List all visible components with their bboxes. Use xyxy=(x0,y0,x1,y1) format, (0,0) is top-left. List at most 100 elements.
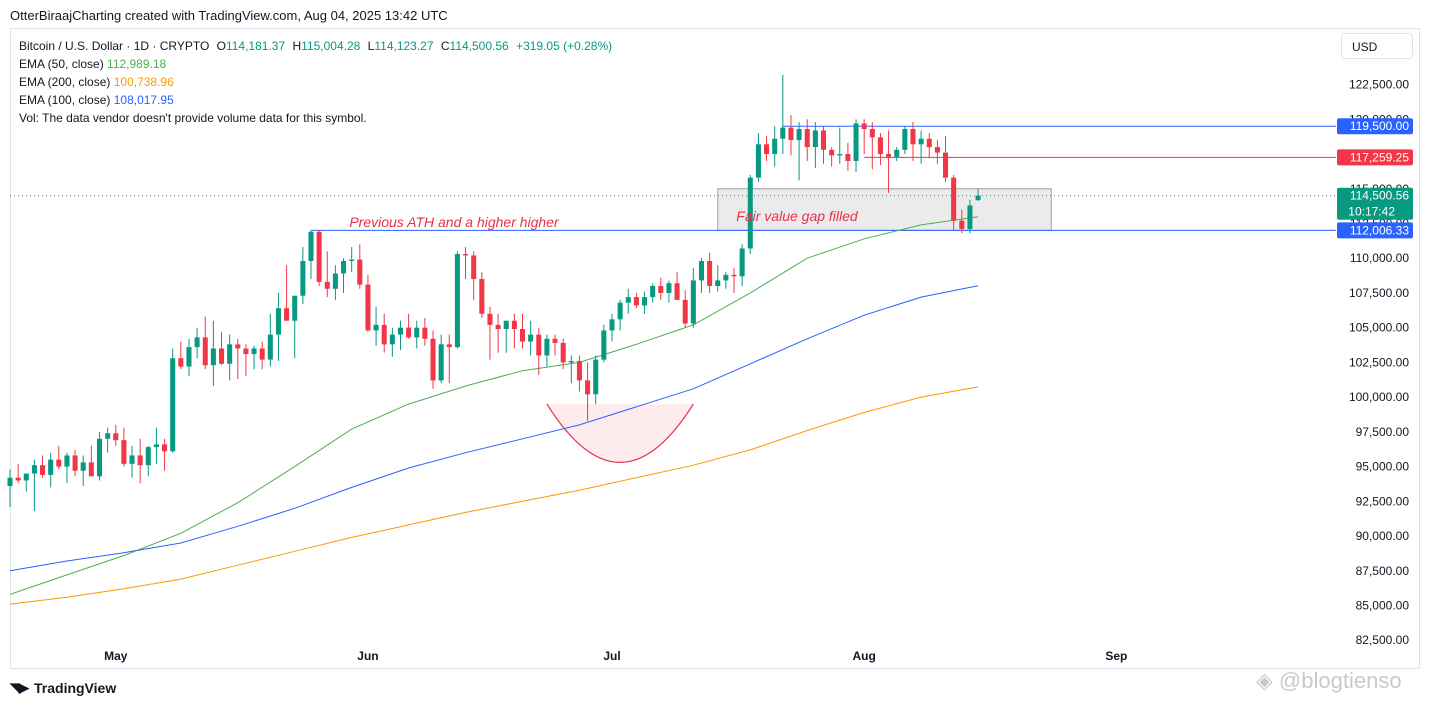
candle-body xyxy=(15,477,21,481)
fair-value-gap-zone xyxy=(717,188,1052,231)
candle-body xyxy=(259,348,265,360)
candle xyxy=(210,320,216,387)
candle-body xyxy=(910,129,916,145)
candle-body xyxy=(536,334,542,356)
tradingview-logo[interactable]: ◥▶ TradingView xyxy=(10,680,116,696)
watermark-text: @blogtienso xyxy=(1278,668,1402,693)
x-axis-tick: May xyxy=(104,649,128,663)
legend-ema100-row[interactable]: EMA (100, close) 108,017.95 xyxy=(19,91,612,109)
price-label-box xyxy=(1337,222,1413,239)
ema-line-1 xyxy=(9,285,979,572)
candle xyxy=(479,272,485,318)
candle-body xyxy=(698,260,704,281)
candle-body xyxy=(153,444,159,448)
candle xyxy=(959,209,965,234)
candle xyxy=(406,313,412,339)
candle xyxy=(674,272,680,300)
candle xyxy=(438,334,444,384)
candle-body xyxy=(845,154,851,161)
candle-body xyxy=(31,465,37,474)
candle xyxy=(64,452,70,484)
symbol-title[interactable]: Bitcoin / U.S. Dollar · 1D · CRYPTO xyxy=(19,39,210,53)
candle-body xyxy=(511,320,517,330)
ema50-value: 112,989.18 xyxy=(107,57,167,71)
candle-body xyxy=(406,327,412,338)
currency-button[interactable]: USD xyxy=(1341,33,1413,59)
candle xyxy=(633,292,639,309)
candle-body xyxy=(503,320,509,330)
y-axis-tick: 100,000.00 xyxy=(1349,390,1409,404)
candle-body xyxy=(178,358,184,367)
candle-body xyxy=(137,455,143,466)
candle-body xyxy=(64,455,70,467)
candle-body xyxy=(837,154,843,156)
candle xyxy=(137,438,143,484)
candle xyxy=(72,449,78,477)
candle-body xyxy=(780,127,786,139)
y-axis-tick: 110,000.00 xyxy=(1350,251,1409,265)
x-axis-tick: Jul xyxy=(603,649,620,663)
candle xyxy=(731,267,737,293)
price-label-3: 112,006.33 xyxy=(1337,222,1413,239)
candle-body xyxy=(934,147,940,153)
candle xyxy=(162,438,168,471)
candle-body xyxy=(812,130,818,148)
y-axis-tick: 92,500.00 xyxy=(1356,494,1410,508)
legend-ema200-row[interactable]: EMA (200, close) 100,738.96 xyxy=(19,73,612,91)
candle xyxy=(422,317,428,346)
candle xyxy=(235,338,241,380)
candle-body xyxy=(446,344,452,348)
candle xyxy=(829,147,835,167)
x-axis-tick: Sep xyxy=(1105,649,1127,663)
candle-body xyxy=(487,313,493,325)
y-axis-tick: 85,000.00 xyxy=(1356,598,1410,612)
candle xyxy=(544,334,550,367)
annotation-previous-ath: Previous ATH and a higher higher xyxy=(349,214,560,230)
watermark: ◈ @blogtienso xyxy=(1256,668,1402,694)
candle-body xyxy=(438,344,444,381)
candle xyxy=(698,258,704,293)
candle xyxy=(202,316,208,370)
candle-body xyxy=(292,295,298,321)
legend-volume-row: Vol: The data vendor doesn't provide vol… xyxy=(19,109,612,127)
tradingview-logo-icon: ◥▶ xyxy=(10,680,29,695)
candle xyxy=(975,188,981,201)
price-label-countdown: 10:17:42 xyxy=(1348,205,1395,219)
candle-body xyxy=(902,129,908,150)
candle-body xyxy=(576,361,582,381)
candle-body xyxy=(658,285,664,293)
candle xyxy=(365,274,371,332)
ema200-value: 100,738.96 xyxy=(113,75,174,89)
candle-body xyxy=(316,231,322,282)
candle xyxy=(869,122,875,170)
legend-ema50-row[interactable]: EMA (50, close) 112,989.18 xyxy=(19,55,612,73)
candle xyxy=(463,247,469,280)
candle xyxy=(552,334,558,356)
candle-body xyxy=(601,330,607,360)
candle-body xyxy=(88,462,94,477)
candle xyxy=(886,130,892,193)
change-value: +319.05 (+0.28%) xyxy=(516,39,613,53)
candle-body xyxy=(942,152,949,178)
candle-body xyxy=(918,138,924,145)
open-value: 114,181.37 xyxy=(225,39,286,53)
candle-body xyxy=(666,283,672,293)
candle xyxy=(218,331,225,366)
candle xyxy=(40,455,46,478)
candle-body xyxy=(796,129,802,141)
candle-body xyxy=(332,273,338,289)
candle-body xyxy=(951,177,957,221)
candle xyxy=(454,251,460,349)
candle xyxy=(560,338,566,370)
candle-body xyxy=(23,473,29,481)
candle xyxy=(666,280,672,303)
candle xyxy=(267,313,273,367)
candle xyxy=(243,344,249,377)
chart-legend: Bitcoin / U.S. Dollar · 1D · CRYPTO O114… xyxy=(19,37,612,127)
candle xyxy=(739,244,745,286)
y-axis-tick: 87,500.00 xyxy=(1356,564,1410,578)
candle-body xyxy=(886,154,892,157)
y-axis-tick: 90,000.00 xyxy=(1356,529,1410,543)
candle xyxy=(528,320,534,356)
